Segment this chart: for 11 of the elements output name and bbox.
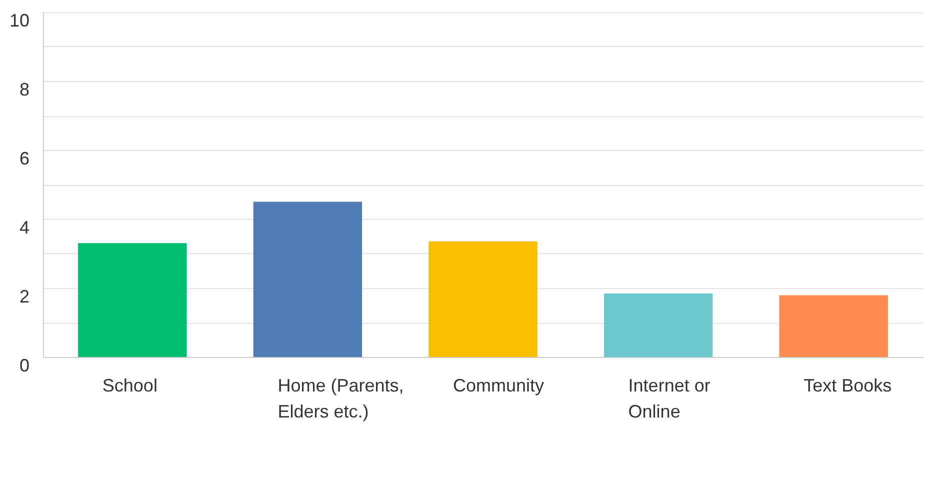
x-tick-label: Home (Parents, Elders etc.): [278, 376, 404, 422]
y-tick-label: 10: [9, 10, 30, 30]
y-tick-label: 8: [19, 80, 30, 100]
y-tick-label: 2: [19, 286, 30, 306]
y-tick-label: 4: [19, 218, 30, 238]
x-tick-label: Internet or Online: [628, 376, 710, 422]
y-tick-label: 0: [19, 356, 30, 376]
x-tick-label: Community: [453, 376, 544, 396]
y-tick-label: 6: [19, 148, 30, 168]
x-tick-label: School: [102, 376, 158, 396]
x-tick-label: Text Books: [804, 376, 892, 396]
